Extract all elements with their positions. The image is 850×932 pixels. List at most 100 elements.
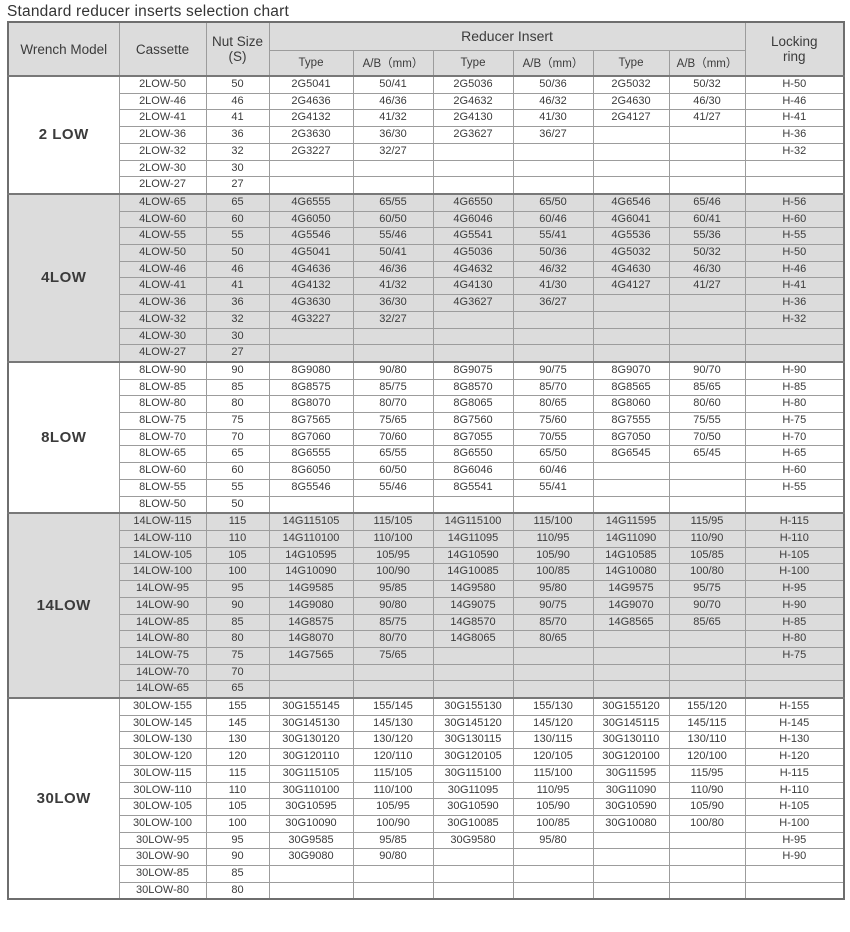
ab-cell: 46/32 [512, 92, 594, 111]
table-body: 2 LOW 2LOW-50 50 2G5041 50/41 2G5036 50/36 2G50… [7, 74, 845, 900]
type-cell [268, 680, 354, 699]
type-cell [432, 680, 514, 699]
type-cell: 2G4632 [432, 92, 514, 111]
nut-size-cell: 60 [205, 462, 270, 480]
type-cell [432, 881, 514, 900]
nut-size-cell: 100 [205, 814, 270, 833]
type-cell: 2G5041 [268, 74, 354, 94]
col-header-cassette: Cassette [118, 21, 207, 77]
cassette-cell: 8LOW-85 [118, 378, 207, 397]
locking-ring-cell: H-85 [744, 613, 845, 632]
type-cell: 8G8065 [432, 395, 514, 414]
locking-ring-cell: H-46 [744, 92, 845, 111]
table-row: 8LOW 8LOW-90 90 8G9080 90/80 8G9075 90/75 8G907… [7, 360, 845, 514]
cassette-cell: 14LOW-105 [118, 546, 207, 565]
cassette-cell: 4LOW-32 [118, 310, 207, 329]
ab-cell: 65/55 [352, 192, 434, 212]
locking-ring-cell: H-85 [744, 378, 845, 397]
ab-cell: 120/105 [512, 748, 594, 766]
nut-size-cell: 80 [205, 630, 270, 648]
ab-cell: 75/55 [668, 412, 746, 430]
ab-cell: 60/46 [512, 210, 594, 229]
ab-cell: 155/130 [512, 697, 594, 716]
ab-cell: 80/65 [512, 630, 594, 648]
nut-size-cell: 85 [205, 378, 270, 397]
ab-cell: 60/46 [512, 462, 594, 480]
type-cell: 14G8070 [268, 630, 354, 648]
cassette-cell: 30LOW-155 [118, 697, 207, 716]
cassette-cell: 8LOW-70 [118, 428, 207, 447]
cassette-cell: 4LOW-41 [118, 277, 207, 296]
ab-cell: 80/70 [352, 395, 434, 414]
ab-cell: 100/90 [352, 814, 434, 833]
table-row: 30LOW-85 85 [8, 865, 845, 883]
type-cell: 30G130120 [268, 731, 354, 750]
table-header: Wrench Model Cassette Nut Size (S) Reduce… [7, 21, 845, 77]
type-cell: 8G9075 [432, 360, 514, 380]
table-row: 30LOW-90 90 30G9080 90/80 H-90 [8, 848, 845, 867]
table-row: 30LOW-145 145 30G145130 145/130 30G145120 145… [8, 714, 845, 733]
reducer-insert-selection-table: Wrench Model Cassette Nut Size (S) Reduce… [7, 21, 846, 901]
type-cell [268, 865, 354, 883]
nut-size-cell: 41 [205, 277, 270, 296]
ab-cell [668, 831, 746, 850]
ab-cell [668, 327, 746, 346]
type-cell [268, 344, 354, 363]
locking-ring-cell: H-70 [744, 428, 845, 447]
type-cell: 14G8570 [432, 613, 514, 632]
type-cell: 14G9075 [432, 596, 514, 615]
cassette-cell: 2LOW-36 [118, 126, 207, 144]
ab-cell [668, 159, 746, 178]
type-cell: 2G4127 [592, 109, 670, 128]
ab-cell: 90/80 [352, 360, 434, 380]
cassette-cell: 30LOW-85 [118, 865, 207, 883]
type-cell [592, 142, 670, 161]
locking-ring-cell: H-130 [744, 731, 845, 750]
cassette-cell: 4LOW-36 [118, 294, 207, 312]
type-cell [432, 344, 514, 363]
type-cell [592, 344, 670, 363]
type-cell: 2G3227 [268, 142, 354, 161]
type-cell: 14G9575 [592, 580, 670, 598]
nut-size-label-line1: Nut Size [211, 34, 264, 49]
type-cell [432, 646, 514, 665]
ab-cell: 95/85 [352, 831, 434, 850]
type-cell [592, 294, 670, 312]
locking-ring-cell: H-90 [744, 360, 845, 380]
type-cell: 4G6550 [432, 192, 514, 212]
table-row: 30LOW-80 80 [8, 881, 845, 900]
wrench-model-cell: 14LOW [7, 512, 120, 699]
nut-size-cell: 130 [205, 731, 270, 750]
locking-ring-cell: H-36 [744, 126, 845, 144]
type-cell: 2G4132 [268, 109, 354, 128]
table-row: 14LOW-105 105 14G10595 105/95 14G10590 105/90… [8, 546, 845, 565]
ab-cell: 36/27 [512, 126, 594, 144]
ab-cell [668, 881, 746, 900]
ab-cell [512, 159, 594, 178]
type-cell: 30G145120 [432, 714, 514, 733]
nut-size-cell: 30 [205, 159, 270, 178]
type-cell: 30G11595 [592, 764, 670, 783]
type-cell: 8G8070 [268, 395, 354, 414]
nut-size-cell: 75 [205, 412, 270, 430]
table-row: 14LOW-90 90 14G9080 90/80 14G9075 90/75 14G907… [8, 596, 845, 615]
ab-cell: 41/32 [352, 277, 434, 296]
nut-size-cell: 90 [205, 848, 270, 867]
table-row: 14LOW-95 95 14G9585 95/85 14G9580 95/80 14G957… [8, 580, 845, 598]
locking-ring-cell: H-75 [744, 412, 845, 430]
ab-cell: 120/110 [352, 748, 434, 766]
ab-cell: 110/100 [352, 529, 434, 548]
cassette-cell: 14LOW-100 [118, 563, 207, 582]
ab-cell: 130/110 [668, 731, 746, 750]
nut-size-cell: 115 [205, 764, 270, 783]
ab-cell: 75/65 [352, 646, 434, 665]
cassette-cell: 4LOW-60 [118, 210, 207, 229]
ab-cell: 75/65 [352, 412, 434, 430]
ab-cell: 50/41 [352, 244, 434, 262]
table-row: 14LOW-70 70 [8, 663, 845, 682]
locking-ring-cell: H-41 [744, 277, 845, 296]
type-cell: 4G4630 [592, 260, 670, 279]
locking-ring-cell: H-60 [744, 210, 845, 229]
ab-cell [512, 327, 594, 346]
nut-size-cell: 30 [205, 327, 270, 346]
